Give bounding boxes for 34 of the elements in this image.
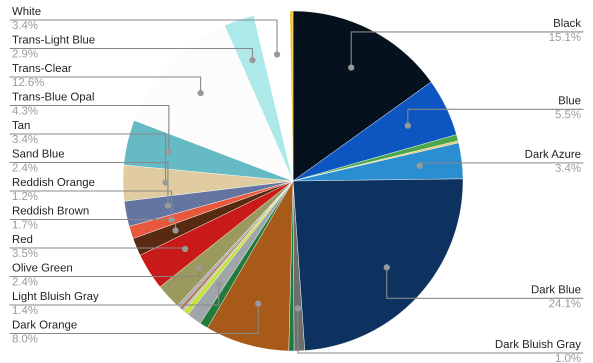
data-label: 12.6%: [12, 78, 44, 86]
data-label: 3.5%: [12, 248, 38, 258]
data-label: 5.5%: [556, 110, 581, 118]
data-label: 8.0%: [12, 334, 38, 343]
slice-label: Dark Blue: [532, 285, 580, 294]
slice-label: Blue: [559, 96, 580, 104]
data-label: 1.2%: [12, 192, 38, 200]
slice-label: Reddish Brown: [12, 206, 88, 215]
data-label: 2.4%: [12, 163, 38, 172]
slice-label: White: [12, 6, 41, 16]
data-label: 1.0%: [556, 354, 581, 362]
slice-label: Sand Blue: [12, 149, 64, 158]
data-label: 4.3%: [12, 106, 38, 115]
slice-label: Tan: [12, 121, 30, 130]
slice-label: Light Bluish Gray: [12, 292, 99, 302]
data-label: 15.1%: [550, 32, 581, 41]
slice-label: Trans-Blue Opal: [12, 92, 94, 103]
slice-label: Black: [554, 18, 582, 27]
slice-label: Trans-Clear: [12, 64, 72, 72]
slice-label: Dark Bluish Gray: [496, 340, 581, 350]
slice-label: Trans-Light Blue: [12, 35, 95, 46]
slice-label: Dark Orange: [12, 320, 77, 331]
data-label: 24.1%: [549, 299, 581, 308]
data-label: 3.4%: [12, 134, 38, 144]
slice-label: Reddish Orange: [12, 178, 94, 188]
data-label: 2.4%: [12, 277, 38, 286]
slice-label: Red: [12, 234, 32, 244]
slice-label: Olive Green: [12, 263, 72, 272]
slice-label: Dark Azure: [526, 150, 580, 158]
data-label: 3.4%: [555, 164, 581, 172]
data-label: 1.7%: [12, 220, 38, 229]
data-label: 2.9%: [12, 49, 38, 58]
data-label: 3.4%: [12, 20, 38, 30]
data-label: 1.4%: [12, 306, 38, 314]
